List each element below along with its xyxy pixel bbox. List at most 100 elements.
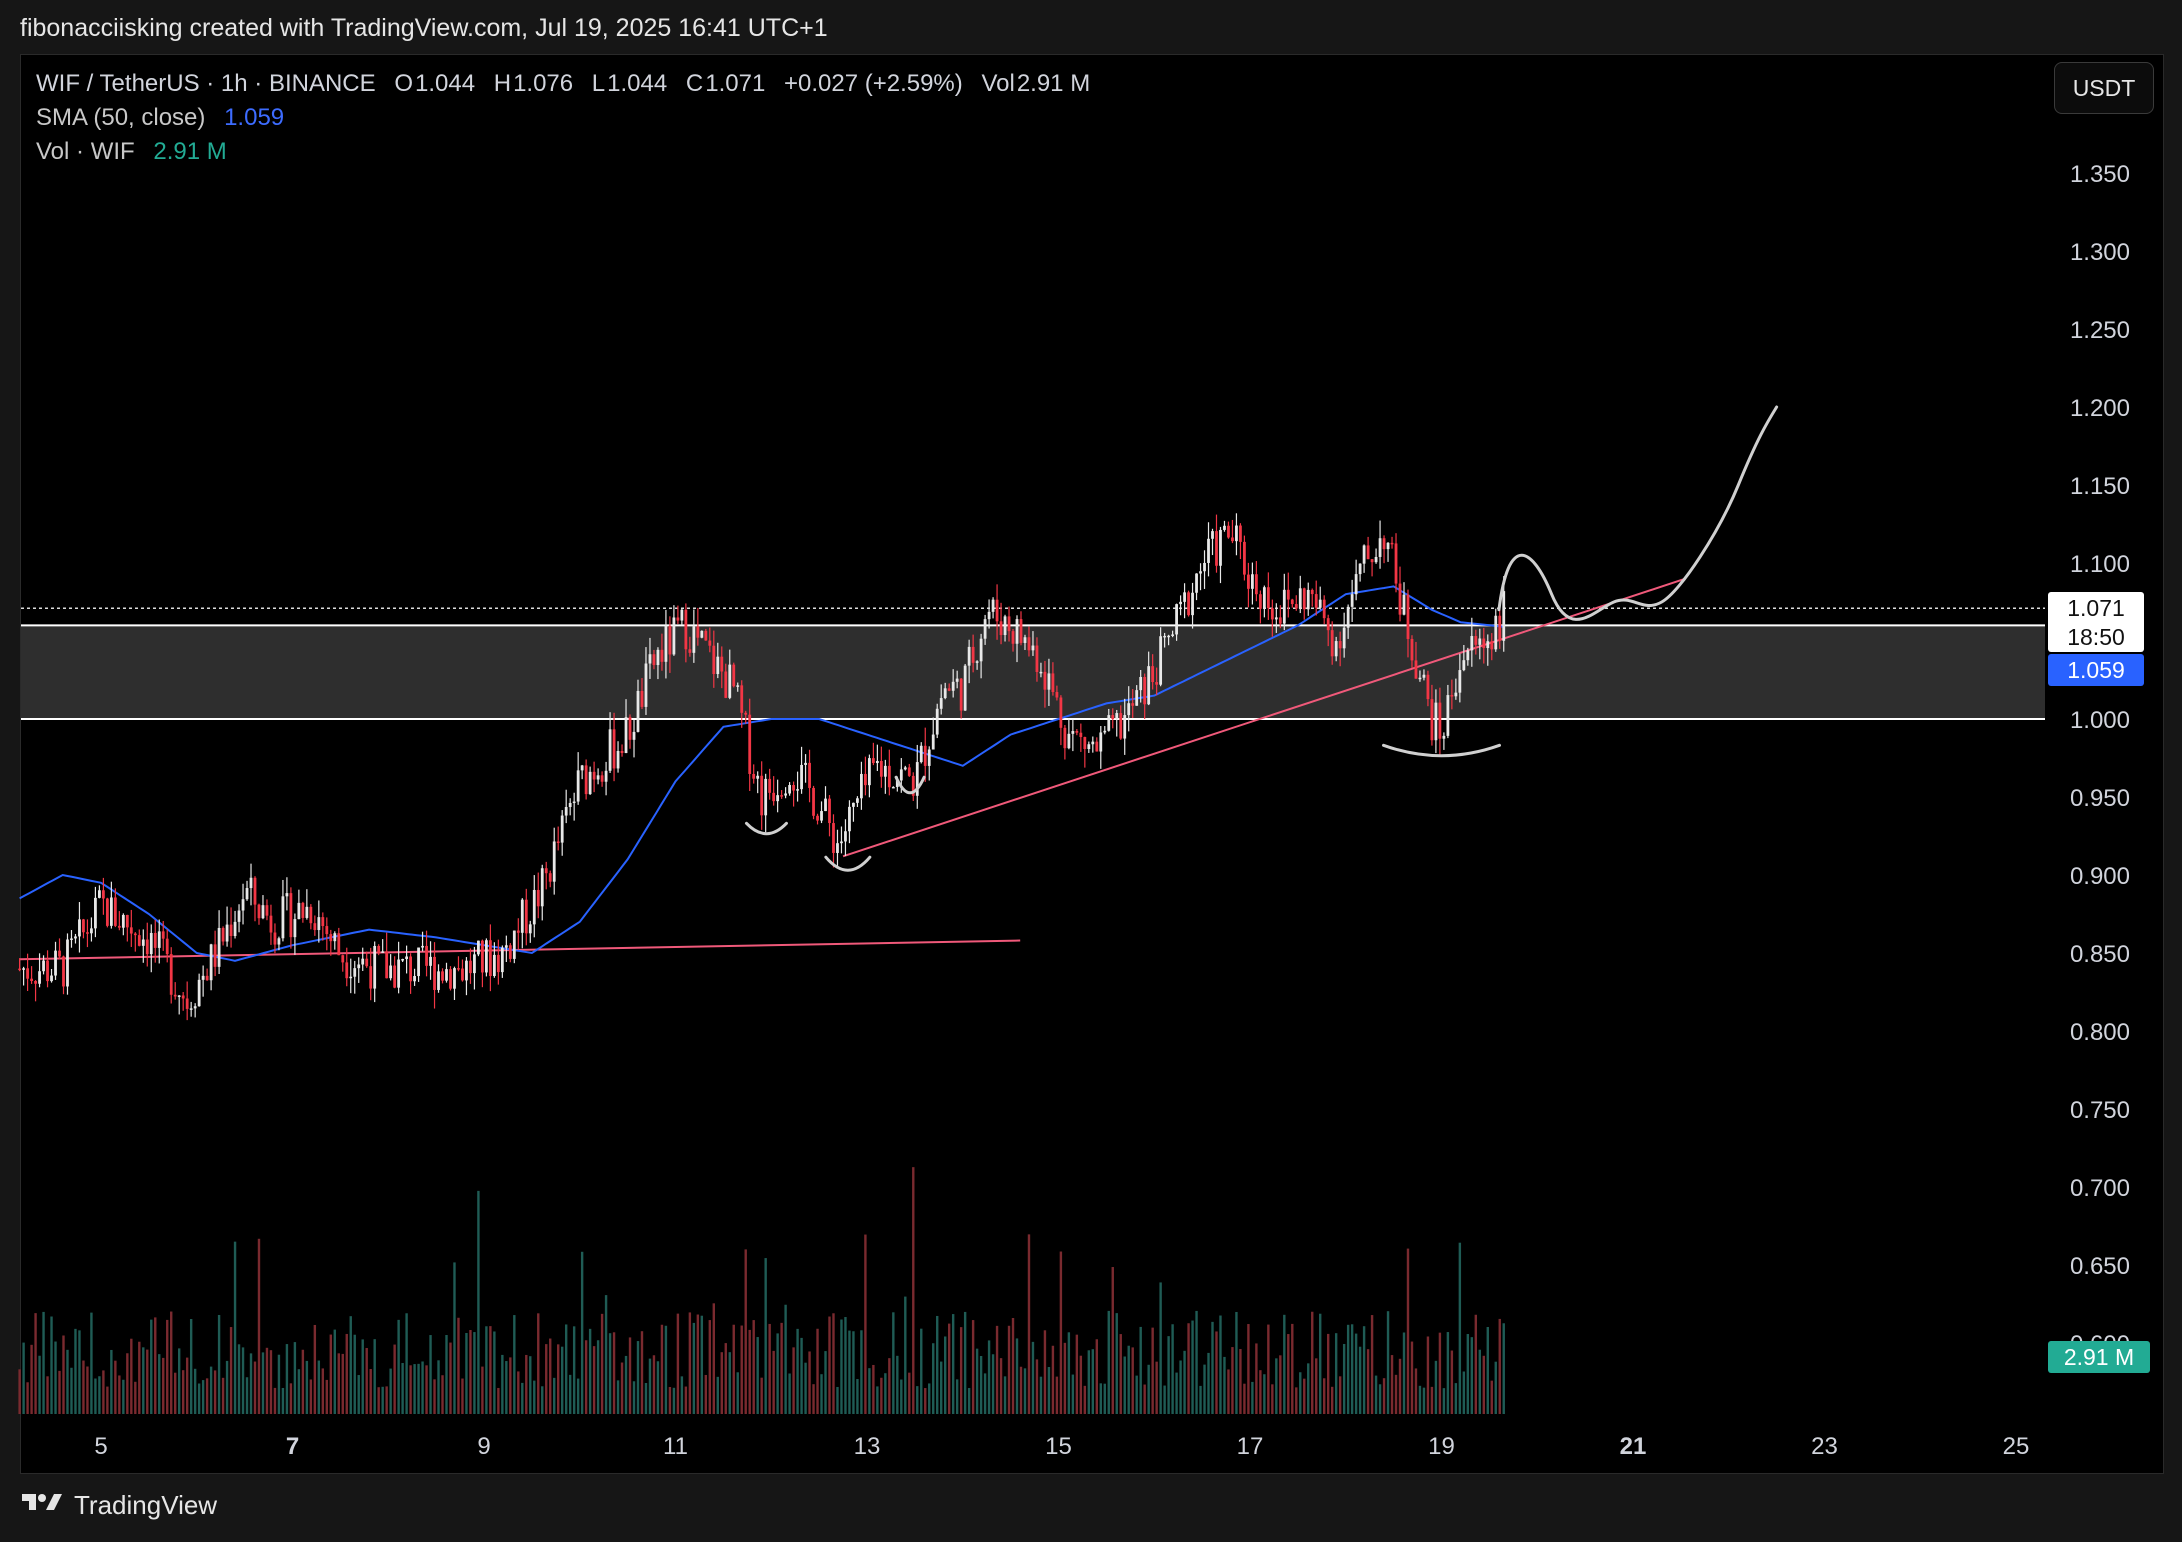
volume-bar: [229, 1327, 233, 1414]
candle-body: [860, 773, 863, 799]
candle-body: [393, 965, 397, 988]
candle-body: [193, 1006, 197, 1009]
candle-body: [600, 775, 604, 782]
volume-bar: [856, 1379, 859, 1414]
symbol-name[interactable]: WIF / TetherUS · 1h · BINANCE: [36, 70, 376, 97]
volume-bar: [1239, 1349, 1242, 1414]
candle-body: [1462, 660, 1466, 671]
candle-body: [333, 933, 337, 942]
volume-bar: [46, 1376, 49, 1414]
candle-body: [453, 968, 456, 989]
candle-body: [620, 750, 624, 754]
candle-body: [820, 811, 823, 821]
volume-bar: [1354, 1333, 1358, 1414]
candle-body: [740, 685, 744, 713]
candle-body: [1254, 574, 1258, 595]
candle-body: [696, 626, 700, 638]
sma-legend[interactable]: SMA (50, close) 1.059: [36, 104, 286, 132]
volume-bar: [1091, 1349, 1095, 1414]
volume-bar: [513, 1315, 516, 1414]
candle-body: [1023, 637, 1027, 643]
volume-bar: [764, 1258, 767, 1414]
volume-bar: [162, 1357, 165, 1414]
candle-body: [1478, 638, 1482, 645]
candle-body: [504, 945, 508, 948]
volume-bar: [1131, 1347, 1134, 1414]
open-label: O: [394, 70, 413, 97]
volume-bar: [1394, 1374, 1398, 1414]
candle-body: [744, 712, 748, 715]
candle-body: [1378, 538, 1382, 557]
volume-bar: [812, 1384, 815, 1414]
candle-body: [736, 685, 740, 687]
volume-bar: [233, 1241, 237, 1414]
volume-bar: [473, 1332, 476, 1414]
candle-body: [257, 904, 261, 919]
candle-body: [748, 714, 752, 774]
volume-bar: [1295, 1387, 1298, 1414]
volume-bar: [940, 1361, 943, 1414]
candle-body: [117, 925, 121, 928]
currency-unit-button[interactable]: USDT: [2054, 62, 2154, 114]
candle-body: [812, 787, 815, 816]
volume-bar: [1223, 1356, 1226, 1414]
volume-bar: [457, 1317, 460, 1414]
volume-bar: [991, 1354, 995, 1414]
candle-body: [971, 646, 975, 663]
volume-bar: [1067, 1332, 1071, 1414]
candle-body: [1103, 730, 1107, 733]
volume-bar: [281, 1387, 285, 1414]
sma-value: 1.059: [224, 104, 285, 131]
shoulder-arc-left: [744, 821, 788, 836]
candle-body: [899, 769, 903, 781]
volume-bar: [1398, 1358, 1402, 1414]
volume-bar: [1031, 1341, 1035, 1414]
chart-panel[interactable]: [20, 54, 2164, 1474]
y-tick-label: 0.850: [2070, 941, 2130, 968]
volume-bar: [257, 1238, 261, 1414]
candle-body: [109, 897, 113, 926]
volume-bar: [744, 1249, 747, 1414]
candle-body: [1031, 645, 1035, 651]
volume-bar: [30, 1344, 33, 1414]
volume-bar: [932, 1343, 935, 1414]
volume-bar: [1063, 1342, 1067, 1414]
candle-body: [1171, 634, 1175, 636]
candle-body: [564, 807, 568, 816]
candle-body: [237, 910, 241, 922]
candle-body: [712, 645, 716, 675]
candle-body: [608, 729, 612, 771]
volume-bar: [437, 1360, 440, 1414]
volume-bar: [1231, 1347, 1234, 1414]
volume-bar: [1111, 1267, 1114, 1414]
candle-body: [844, 831, 847, 842]
candle-body: [401, 959, 405, 961]
candle-body: [153, 932, 157, 948]
volume-bar: [636, 1341, 640, 1414]
candle-body: [329, 934, 333, 942]
volume-bar: [185, 1357, 189, 1414]
candle-body: [1047, 673, 1051, 690]
candle-body: [951, 681, 955, 691]
candle-body: [365, 958, 369, 967]
candle-body: [672, 617, 676, 655]
y-tick-label: 0.950: [2070, 785, 2130, 812]
candle-body: [520, 899, 524, 933]
candle-body: [70, 938, 73, 940]
candle-body: [417, 947, 420, 977]
candle-body: [604, 770, 608, 782]
candle-body: [887, 765, 891, 788]
candle-body: [181, 995, 185, 999]
candle-body: [1119, 713, 1123, 739]
volume-bar: [273, 1387, 277, 1414]
candle-body: [345, 962, 349, 979]
volume-bar: [712, 1303, 715, 1414]
candle-body: [441, 971, 444, 981]
volume-legend[interactable]: Vol · WIF 2.91 M: [36, 138, 229, 166]
candle-body: [209, 944, 213, 981]
candle-body: [692, 626, 696, 653]
candle-body: [1442, 735, 1446, 739]
x-tick-label: 9: [477, 1433, 490, 1460]
candle-body: [796, 789, 799, 791]
